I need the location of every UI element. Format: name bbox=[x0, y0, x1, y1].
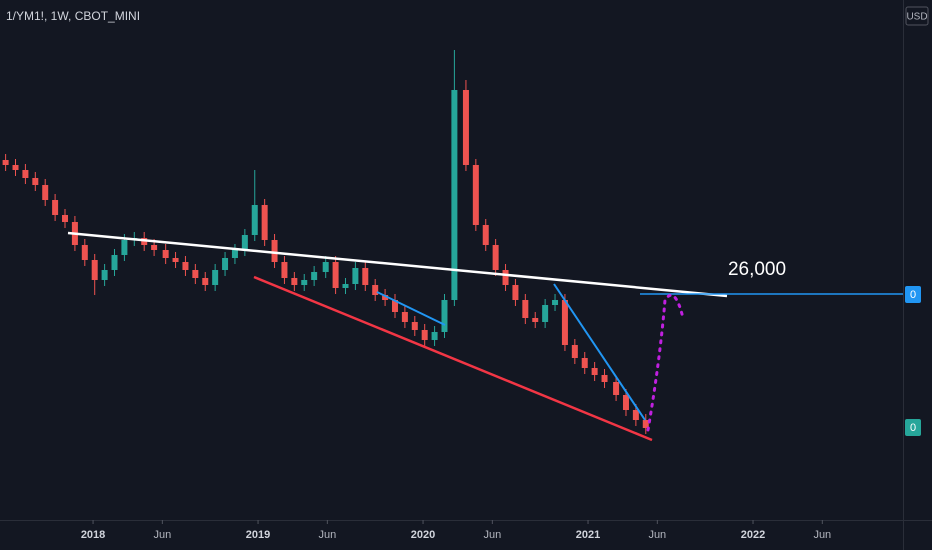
candle-body bbox=[482, 225, 489, 245]
candle-body bbox=[281, 262, 288, 278]
candle-body bbox=[502, 270, 509, 285]
x-tick-label: Jun bbox=[648, 529, 666, 541]
candle-body bbox=[462, 90, 469, 165]
x-tick-label: Jun bbox=[813, 529, 831, 541]
x-tick-label: Jun bbox=[153, 529, 171, 541]
candle-body bbox=[571, 345, 578, 358]
candle-body bbox=[522, 300, 529, 318]
candle-body bbox=[632, 410, 639, 420]
candle-body bbox=[162, 250, 169, 258]
candle-body bbox=[172, 258, 179, 262]
candle-body bbox=[492, 245, 499, 270]
candle-body bbox=[431, 332, 438, 340]
candle-body bbox=[552, 300, 559, 305]
candle-body bbox=[12, 165, 19, 170]
trend-line bbox=[67, 231, 728, 298]
candle-body bbox=[222, 258, 229, 270]
x-tick-label: 2021 bbox=[576, 529, 600, 541]
trend-line bbox=[376, 291, 446, 326]
candle-body bbox=[52, 200, 59, 215]
candle-body bbox=[613, 382, 620, 395]
candle-body bbox=[212, 270, 219, 285]
candle-body bbox=[32, 178, 39, 185]
candle-body bbox=[332, 262, 339, 288]
candle-body bbox=[62, 215, 69, 222]
candle-body bbox=[532, 318, 539, 322]
price-label-box bbox=[905, 419, 921, 436]
candle-body bbox=[231, 250, 238, 258]
candle-body bbox=[512, 285, 519, 300]
candle-body bbox=[322, 262, 329, 272]
candle-body bbox=[101, 270, 108, 280]
drawings bbox=[67, 231, 903, 442]
projection-path bbox=[646, 294, 685, 432]
candle-body bbox=[261, 205, 268, 240]
x-tick-label: 2019 bbox=[246, 529, 270, 541]
price-label: 0 bbox=[910, 422, 916, 434]
candle-body bbox=[421, 330, 428, 340]
candle-body bbox=[411, 322, 418, 330]
candle-body bbox=[642, 420, 649, 428]
trend-line bbox=[253, 275, 653, 442]
candle-body bbox=[182, 262, 189, 270]
symbol-title[interactable]: 1/YM1!, 1W, CBOT_MINI bbox=[6, 9, 140, 23]
candle-body bbox=[91, 260, 98, 280]
plot bbox=[2, 50, 649, 434]
price-label-box bbox=[905, 286, 921, 303]
candle-body bbox=[151, 245, 158, 250]
candle-body bbox=[441, 300, 448, 332]
currency[interactable]: USD bbox=[906, 12, 927, 23]
candle-body bbox=[542, 305, 549, 322]
candle-body bbox=[401, 312, 408, 322]
candle-body bbox=[301, 280, 308, 285]
candle-body bbox=[22, 170, 29, 178]
candle-body bbox=[472, 165, 479, 225]
candle-body bbox=[291, 278, 298, 285]
candle-body bbox=[192, 270, 199, 278]
x-tick-label: 2018 bbox=[81, 529, 105, 541]
x-tick-label: 2020 bbox=[411, 529, 435, 541]
currency-box[interactable] bbox=[905, 6, 929, 26]
candle-body bbox=[382, 295, 389, 300]
candle-body bbox=[271, 240, 278, 262]
x-tick-label: Jun bbox=[483, 529, 501, 541]
candle-body bbox=[311, 272, 318, 280]
candle-body bbox=[42, 185, 49, 200]
candle-body bbox=[2, 160, 9, 165]
annotation[interactable]: 26,000 bbox=[728, 259, 786, 280]
candle-body bbox=[111, 255, 118, 270]
candle-body bbox=[81, 245, 88, 260]
candle-body bbox=[352, 268, 359, 284]
candle-body bbox=[121, 240, 128, 255]
candle-body bbox=[202, 278, 209, 285]
candle-body bbox=[581, 358, 588, 368]
price-label: 0 bbox=[910, 289, 916, 301]
candle-body bbox=[622, 395, 629, 410]
candle-body bbox=[362, 268, 369, 285]
candle-body bbox=[591, 368, 598, 375]
candle-body bbox=[391, 300, 398, 312]
trend-line bbox=[553, 283, 646, 421]
candle-body bbox=[601, 375, 608, 382]
candle-body bbox=[251, 205, 258, 235]
candle-body bbox=[241, 235, 248, 250]
x-tick-label: 2022 bbox=[741, 529, 765, 541]
candle-body bbox=[342, 284, 349, 288]
candle-body bbox=[451, 90, 458, 300]
candle-body bbox=[561, 300, 568, 345]
candle-body bbox=[372, 285, 379, 295]
x-tick-label: Jun bbox=[318, 529, 336, 541]
